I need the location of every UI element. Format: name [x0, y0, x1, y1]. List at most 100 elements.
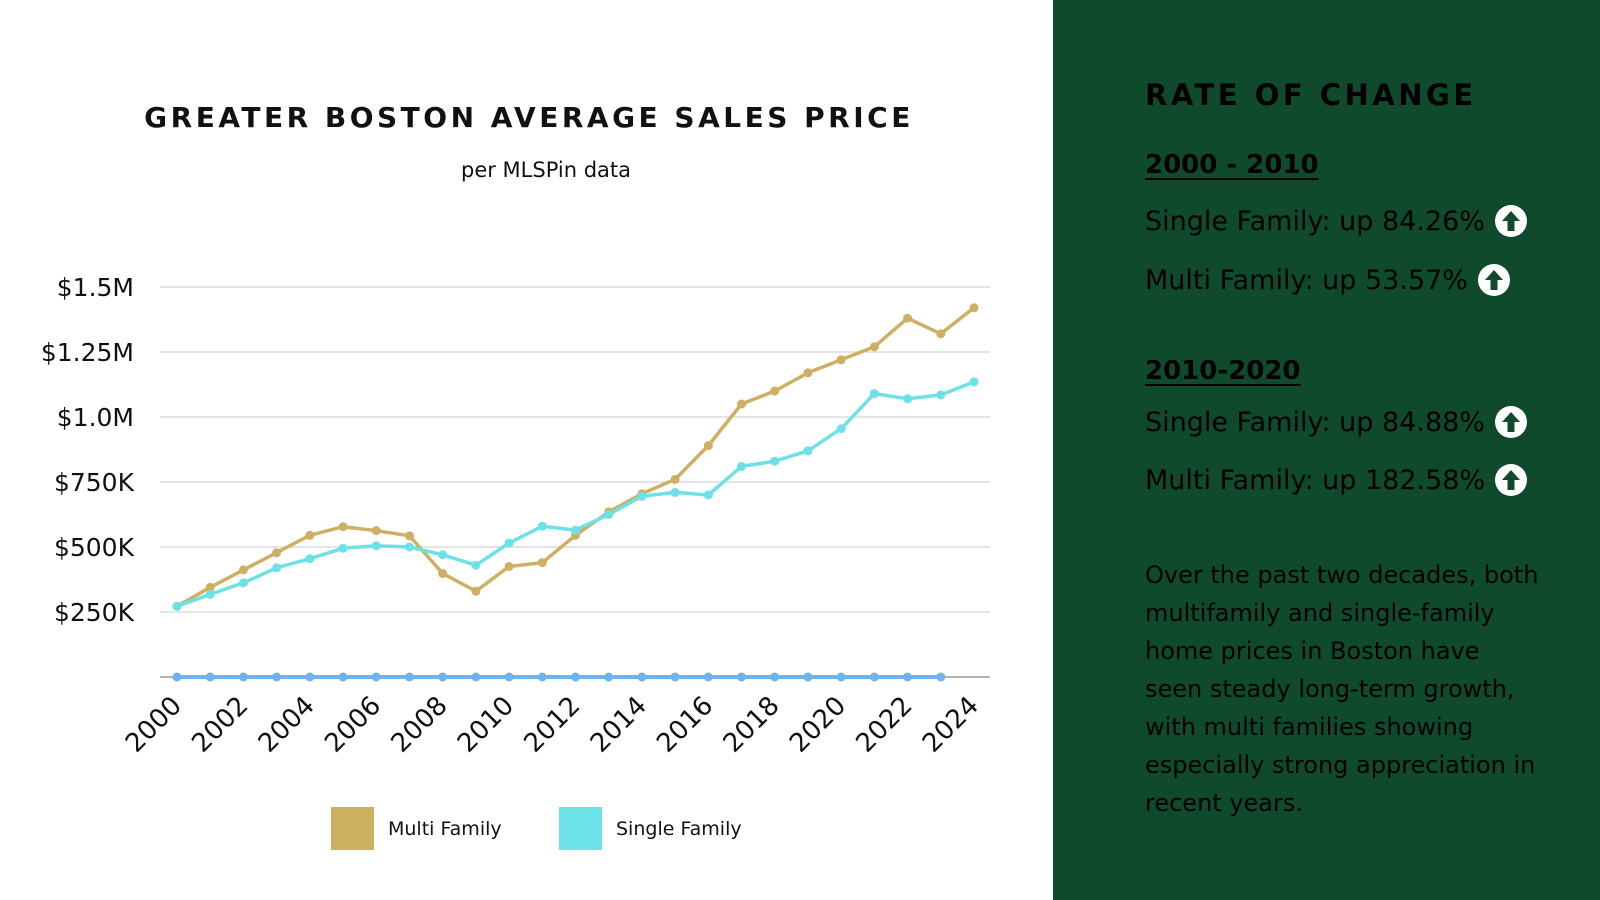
stat-multi-family-2000-2010: Multi Family: up 53.57%: [1145, 264, 1510, 296]
data-point: [836, 672, 846, 682]
data-point: [537, 558, 547, 568]
data-point: [803, 446, 813, 456]
data-point: [670, 487, 680, 497]
data-point: [471, 586, 481, 596]
arrow-up-circle-icon: [1494, 205, 1527, 237]
y-tick-label: $250K: [54, 598, 135, 627]
data-point: [936, 329, 946, 339]
data-point: [238, 565, 248, 575]
data-point: [770, 456, 780, 466]
data-point: [670, 672, 680, 682]
data-point: [504, 538, 514, 548]
x-tick-label: 2004: [253, 691, 321, 759]
data-point: [803, 672, 813, 682]
rate-of-change-title: RATE OF CHANGE: [1145, 78, 1477, 112]
data-point: [504, 562, 514, 571]
data-point: [869, 389, 879, 399]
data-point: [305, 672, 315, 682]
data-point: [737, 672, 747, 682]
data-point: [770, 386, 780, 396]
data-point: [936, 672, 946, 682]
data-point: [305, 554, 315, 564]
data-point: [869, 672, 879, 682]
data-point: [571, 672, 580, 682]
data-point: [737, 461, 747, 471]
data-point: [404, 542, 414, 552]
data-point: [737, 399, 747, 409]
data-point: [305, 530, 315, 540]
data-point: [205, 672, 215, 682]
data-point: [903, 672, 913, 682]
rate-of-change-panel: [1053, 0, 1600, 900]
x-tick-label: 2010: [452, 691, 520, 759]
data-point: [238, 578, 248, 588]
y-tick-label: $500K: [54, 533, 135, 562]
stat-multi-family-2010-2020: Multi Family: up 182.58%: [1145, 464, 1528, 496]
x-tick-label: 2018: [718, 691, 786, 759]
y-tick-label: $1.5M: [57, 273, 134, 302]
data-point: [272, 548, 282, 558]
x-tick-label: 2000: [120, 691, 188, 759]
arrow-up-circle-icon: [1477, 264, 1510, 296]
x-tick-label: 2012: [518, 691, 586, 759]
stat-single-family-2010-2020: Single Family: up 84.88%: [1145, 406, 1527, 438]
data-point: [637, 491, 647, 501]
data-point: [903, 394, 913, 404]
series-line-single-family: [175, 380, 976, 609]
arrow-up-circle-icon: [1495, 464, 1528, 496]
x-tick-label: 2020: [784, 691, 852, 759]
data-point: [604, 672, 614, 682]
data-point: [703, 672, 713, 682]
stat-single-family-2000-2010: Single Family: up 84.26%: [1145, 205, 1527, 237]
data-point: [537, 521, 547, 531]
legend-item-multi-family: Multi Family: [331, 807, 502, 850]
legend-item-single-family: Single Family: [559, 807, 742, 850]
x-tick-label: 2022: [851, 691, 919, 759]
data-point: [172, 601, 182, 611]
stat-text: Multi Family: up 182.58%: [1145, 464, 1486, 496]
legend-label-single-family: Single Family: [616, 817, 742, 840]
chart-panel: GREATER BOSTON AVERAGE SALES PRICE per M…: [40, 101, 990, 850]
data-point: [670, 474, 680, 484]
section-heading-2000-2010: 2000 - 2010: [1145, 150, 1319, 180]
stat-text: Single Family: up 84.88%: [1145, 406, 1485, 438]
data-point: [238, 672, 248, 682]
section-heading-2010-2020: 2010-2020: [1145, 356, 1301, 386]
stat-text: Single Family: up 84.26%: [1145, 205, 1485, 237]
legend-label-multi-family: Multi Family: [388, 817, 502, 840]
data-point: [637, 672, 647, 682]
data-point: [869, 342, 879, 352]
data-point: [836, 424, 846, 434]
data-point: [770, 672, 780, 682]
data-point: [703, 441, 713, 451]
data-point: [205, 582, 215, 592]
data-point: [903, 313, 913, 323]
chart-subtitle: per MLSPin data: [460, 158, 632, 182]
data-point: [272, 672, 282, 682]
x-tick-label: 2006: [319, 691, 387, 759]
legend-swatch-multi-family: [331, 807, 374, 850]
x-tick-label: 2002: [186, 691, 254, 759]
y-tick-label: $1.25M: [41, 338, 134, 367]
x-tick-label: 2016: [651, 691, 719, 759]
data-point: [404, 531, 414, 541]
data-point: [504, 672, 514, 682]
data-point: [471, 672, 481, 682]
data-point: [172, 672, 182, 682]
y-tick-label: $750K: [54, 468, 135, 497]
data-point: [438, 569, 448, 579]
data-point: [604, 510, 614, 519]
data-point: [703, 490, 713, 500]
data-point: [969, 303, 979, 313]
chart-title: GREATER BOSTON AVERAGE SALES PRICE: [144, 101, 914, 134]
stat-text: Multi Family: up 53.57%: [1145, 264, 1468, 296]
legend-swatch-single-family: [559, 807, 602, 850]
line-chart: $250K$500K$750K$1.0M$1.25M$1.5M200020022…: [41, 273, 990, 759]
data-point: [371, 526, 381, 536]
data-point: [537, 672, 547, 682]
data-point: [338, 672, 348, 682]
data-point: [371, 541, 381, 551]
data-point: [836, 355, 846, 365]
data-point: [205, 589, 215, 599]
arrow-up-circle-icon: [1494, 406, 1527, 438]
